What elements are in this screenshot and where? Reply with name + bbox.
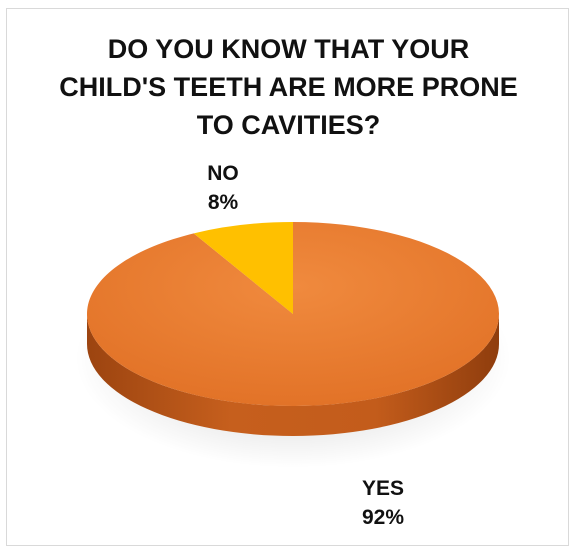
- data-label-value-no: 8%: [208, 191, 239, 214]
- pie-side-wall: [87, 314, 499, 436]
- pie-slice-no: [193, 222, 293, 314]
- data-label-category-no: NO: [207, 162, 239, 185]
- data-label-value-yes: 92%: [362, 506, 404, 529]
- data-label-category-yes: YES: [362, 477, 404, 500]
- pie-slice-yes: [87, 222, 500, 406]
- chart-title-line-2: CHILD'S TEETH ARE MORE PRONE: [59, 72, 518, 102]
- chart-title-line-1: DO YOU KNOW THAT YOUR: [107, 34, 470, 64]
- chart-title: DO YOU KNOW THAT YOUR CHILD'S TEETH ARE …: [0, 30, 577, 144]
- chart-title-line-3: TO CAVITIES?: [196, 110, 381, 140]
